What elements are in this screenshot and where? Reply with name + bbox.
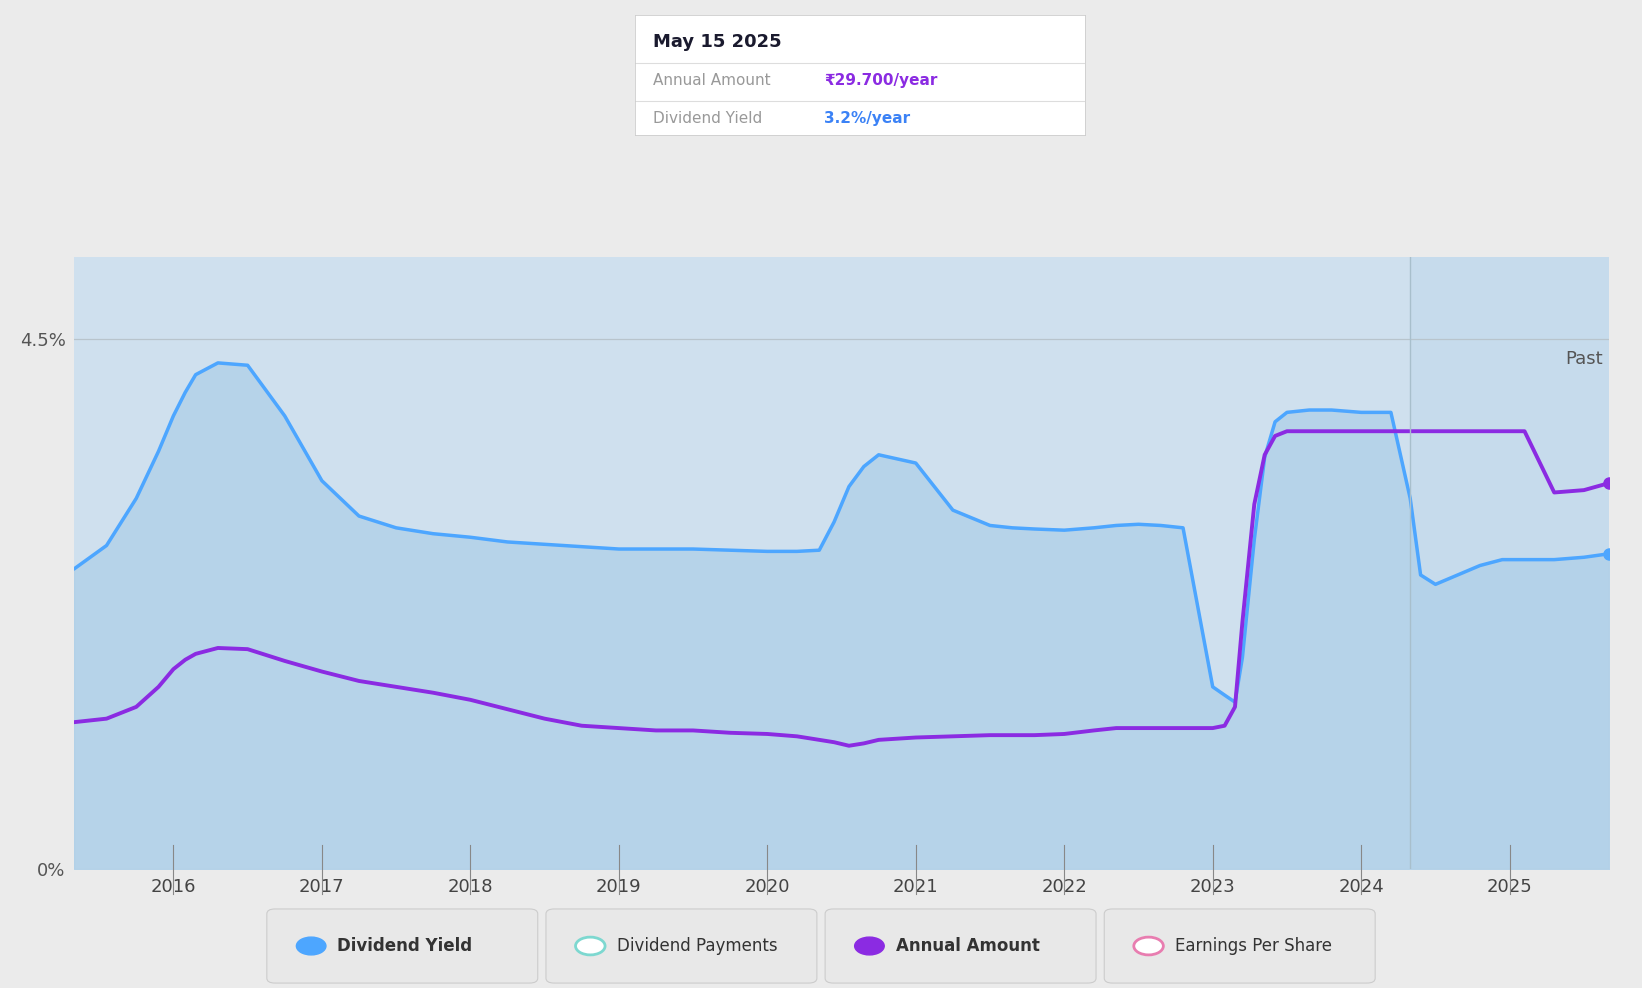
Text: Past: Past	[1565, 350, 1603, 368]
Text: May 15 2025: May 15 2025	[654, 33, 782, 51]
Bar	[1410, 257, 1609, 869]
Text: 3.2%/year: 3.2%/year	[824, 111, 910, 126]
Text: Earnings Per Share: Earnings Per Share	[1176, 937, 1332, 955]
Text: Dividend Yield: Dividend Yield	[654, 111, 762, 126]
Text: Dividend Payments: Dividend Payments	[617, 937, 777, 955]
Text: Dividend Yield: Dividend Yield	[338, 937, 473, 955]
Text: Annual Amount: Annual Amount	[897, 937, 1039, 955]
Text: Annual Amount: Annual Amount	[654, 72, 770, 88]
Text: ₹29.700/year: ₹29.700/year	[824, 72, 938, 88]
